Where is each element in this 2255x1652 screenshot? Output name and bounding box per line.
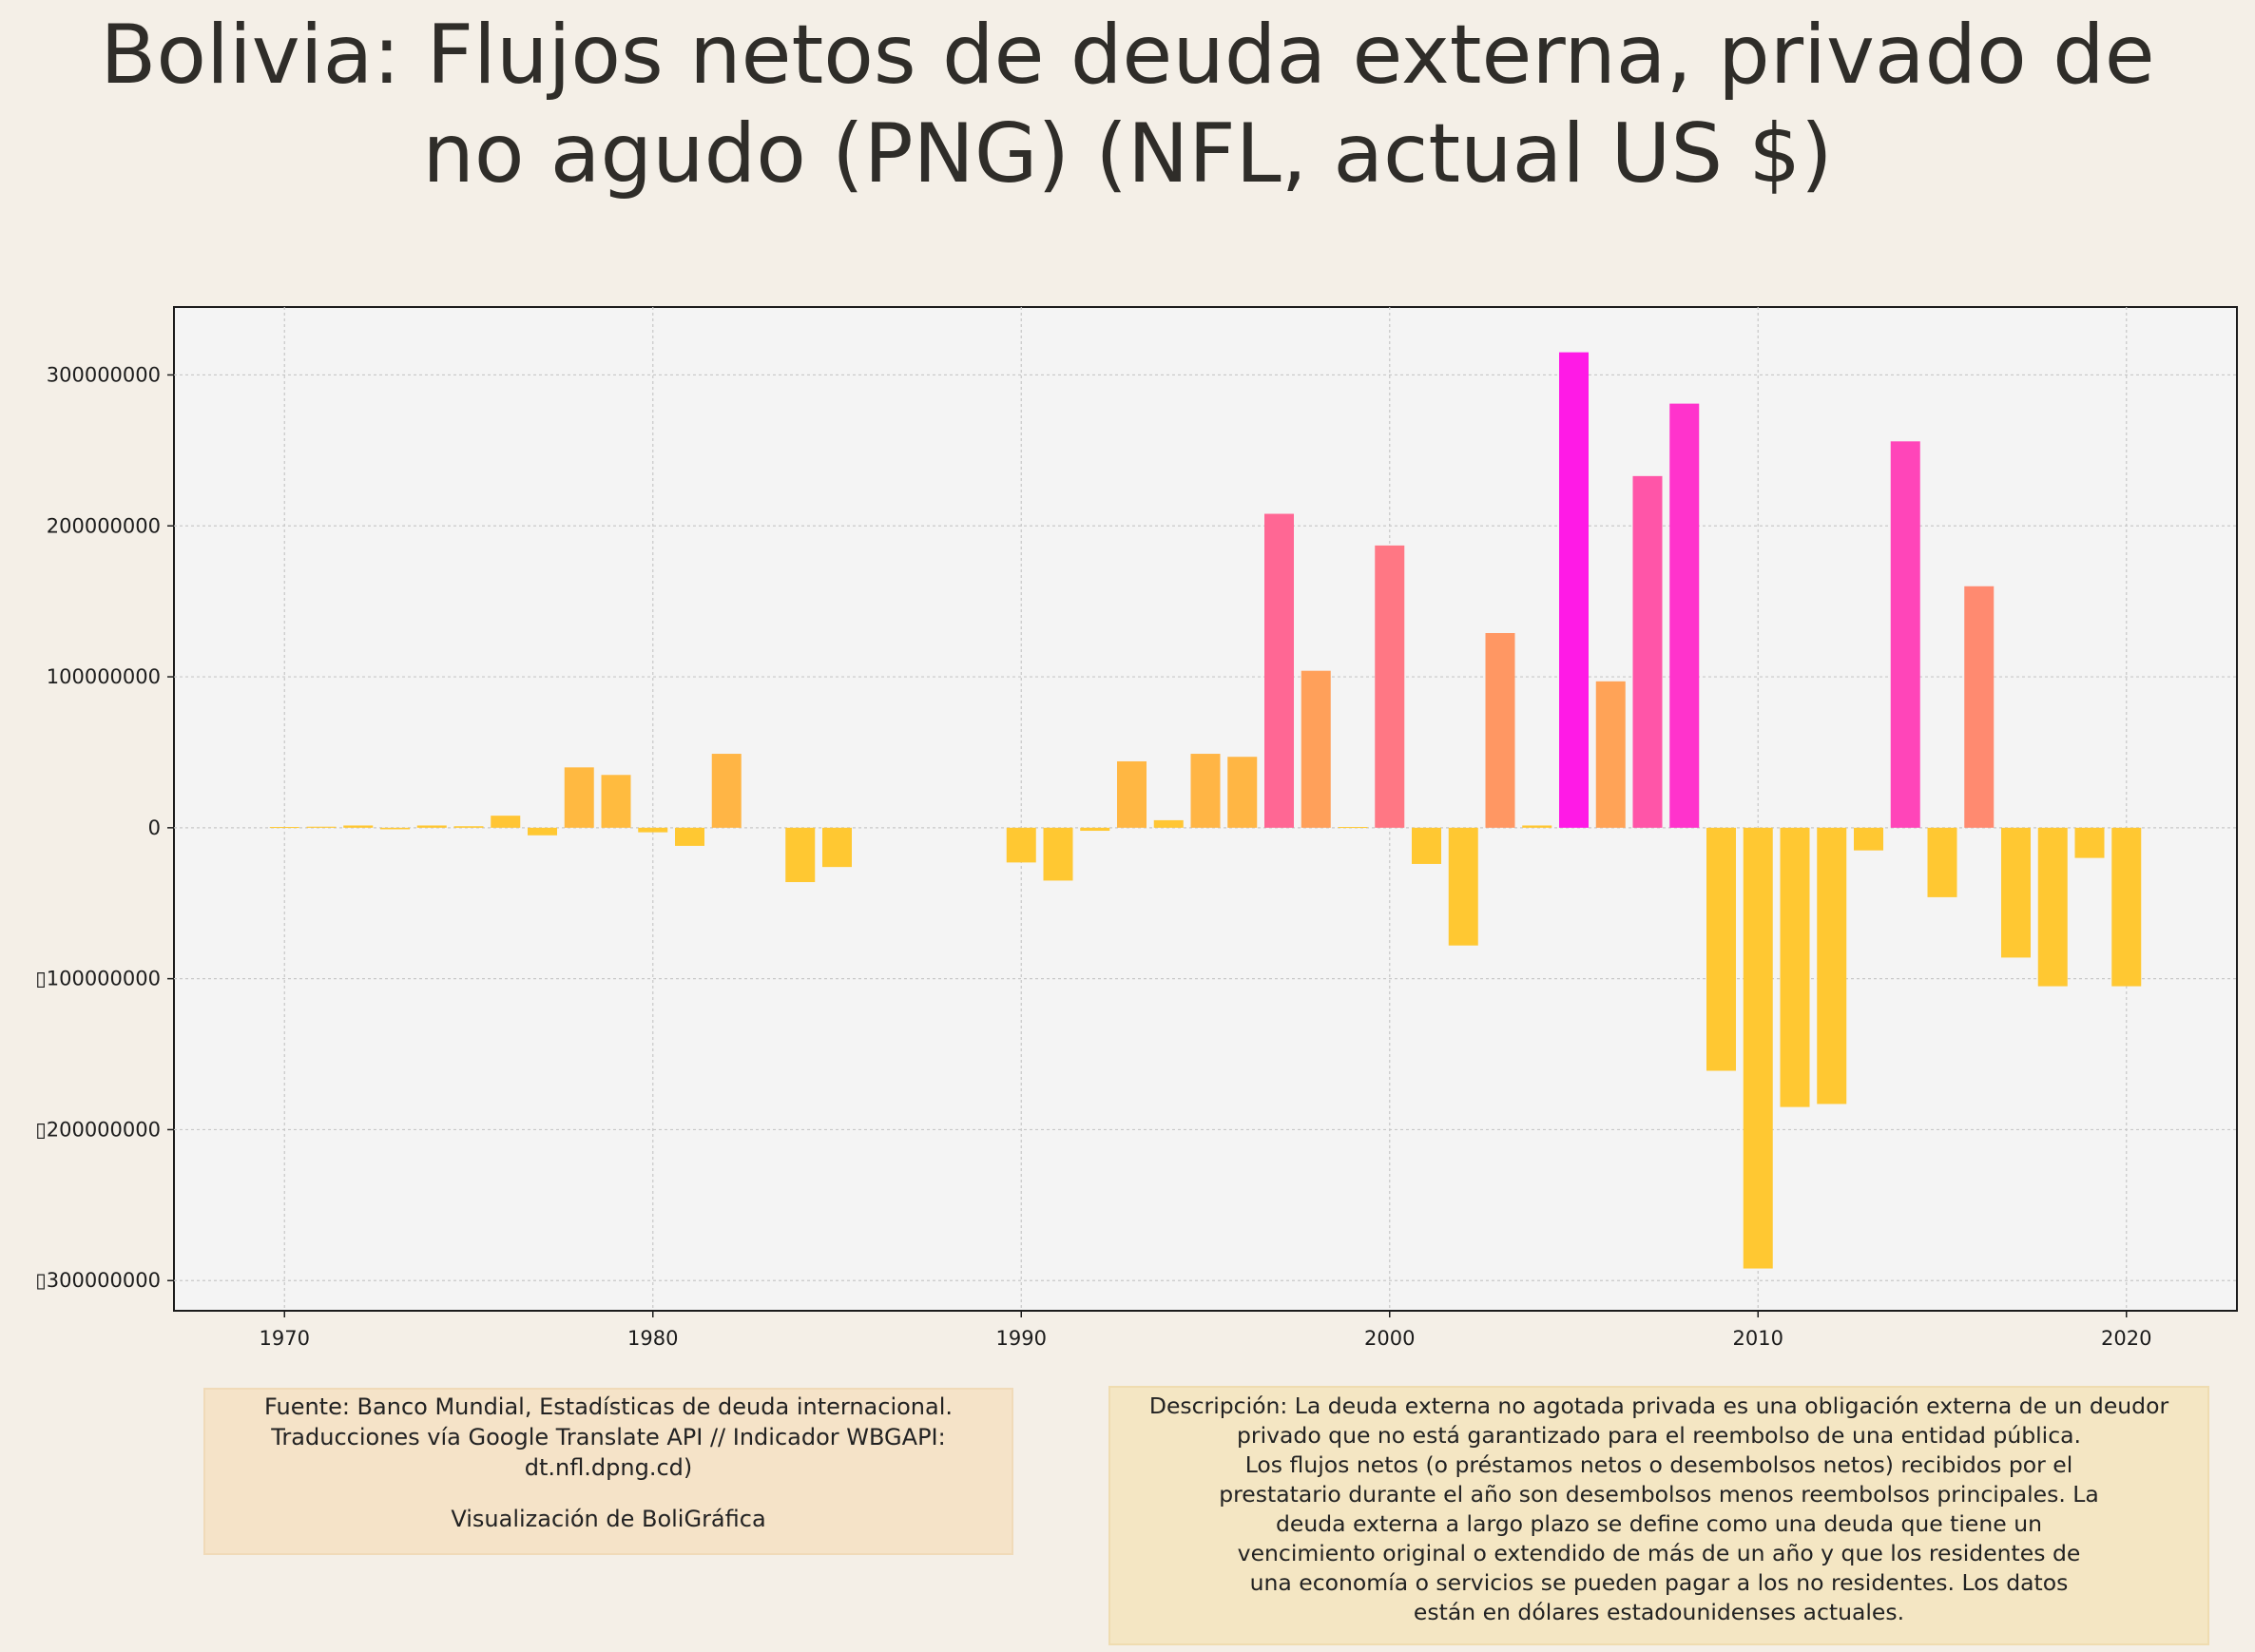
bar <box>2001 827 2031 958</box>
description-line: privado que no está garantizado para el … <box>1236 1422 2082 1449</box>
credit-text: Visualización de BoliGráfica <box>451 1506 766 1532</box>
description-line: una economía o servicios se pueden pagar… <box>1249 1569 2069 1596</box>
bar <box>1043 827 1073 881</box>
title-line-2: no agudo (PNG) (NFL, actual US $) <box>422 106 1833 202</box>
bar <box>1080 827 1110 832</box>
bar <box>1190 754 1221 828</box>
x-tick-label: 1980 <box>627 1327 678 1350</box>
description-line: están en dólares estadounidenses actuale… <box>1413 1599 1905 1625</box>
bar <box>675 827 704 846</box>
bar <box>306 826 337 828</box>
bar <box>1448 827 1478 946</box>
description-line: deuda externa a largo plazo se define co… <box>1275 1510 2042 1537</box>
bar <box>1890 441 1920 828</box>
title-line-1: Bolivia: Flujos netos de deuda externa, … <box>100 8 2155 103</box>
x-tick-label: 2010 <box>1733 1327 1783 1350</box>
y-tick-label: ▯300000000 <box>35 1269 161 1292</box>
bars <box>269 352 2142 1269</box>
bar <box>1964 586 1995 828</box>
bar <box>1153 819 1184 828</box>
y-axis: 300000000 200000000 100000000 0 ▯100000000 ▯2… <box>35 363 174 1292</box>
x-axis: 1970 1980 1990 2000 2010 2020 <box>260 1311 2151 1350</box>
bar <box>1595 681 1626 828</box>
bar <box>711 754 742 828</box>
bar-chart: 1970 1980 1990 2000 2010 2020 300000000 200000… <box>35 306 2238 1350</box>
description-line: Los flujos netos (o préstamos netos o de… <box>1244 1451 2073 1478</box>
bar <box>2074 827 2105 858</box>
bar <box>2037 827 2068 987</box>
bar <box>1522 825 1552 828</box>
bar <box>1485 633 1515 828</box>
bar <box>269 827 299 829</box>
description-line: vencimiento original o extendido de más … <box>1237 1540 2081 1566</box>
chart-title: Bolivia: Flujos netos de deuda externa, … <box>0 6 2255 203</box>
y-tick-label: 200000000 <box>47 514 161 537</box>
bar <box>1264 513 1294 828</box>
bar <box>785 827 816 883</box>
bar <box>343 825 374 828</box>
x-tick-label: 2020 <box>2101 1327 2151 1350</box>
y-tick-label: ▯100000000 <box>35 968 161 990</box>
bar <box>416 825 447 828</box>
y-tick-label: 300000000 <box>47 363 161 386</box>
bar <box>1375 545 1405 828</box>
description-line: Descripción: La deuda externa no agotada… <box>1148 1393 2169 1419</box>
bar <box>1559 352 1589 828</box>
source-line-1: Fuente: Banco Mundial, Estadísticas de d… <box>263 1393 954 1420</box>
bar <box>2111 827 2142 987</box>
source-line-2: Traducciones vía Google Translate API //… <box>271 1424 946 1450</box>
bar <box>1117 760 1147 828</box>
description-line: prestatario durante el año son desembols… <box>1219 1481 2099 1508</box>
bar <box>453 826 484 828</box>
description-note: Descripción: La deuda externa no agotada… <box>1108 1386 2209 1645</box>
bar <box>1338 827 1368 829</box>
bar <box>1301 670 1331 828</box>
bar <box>491 816 521 828</box>
bar <box>822 827 852 868</box>
bar <box>1412 827 1441 864</box>
bar <box>1632 475 1663 828</box>
y-tick-label: 0 <box>148 816 161 839</box>
y-tick-label: ▯200000000 <box>35 1118 161 1141</box>
x-tick-label: 1970 <box>260 1327 310 1350</box>
bar <box>1854 827 1883 851</box>
bar <box>1817 827 1847 1105</box>
bar <box>638 827 668 833</box>
source-note: Fuente: Banco Mundial, Estadísticas de d… <box>203 1388 1013 1555</box>
bar <box>601 775 631 828</box>
bar <box>1706 827 1736 1071</box>
bar <box>564 767 594 828</box>
bar <box>1927 827 1957 897</box>
bar <box>1669 403 1700 828</box>
bar <box>1227 757 1258 828</box>
bar <box>1006 827 1036 863</box>
y-tick-label: 100000000 <box>47 665 161 688</box>
bar <box>528 827 557 836</box>
bar <box>1743 827 1773 1269</box>
bar <box>380 827 410 830</box>
bar <box>1780 827 1810 1107</box>
x-tick-label: 2000 <box>1364 1327 1415 1350</box>
source-line-3: dt.nfl.dpng.cd) <box>524 1454 693 1481</box>
x-tick-label: 1990 <box>996 1327 1047 1350</box>
